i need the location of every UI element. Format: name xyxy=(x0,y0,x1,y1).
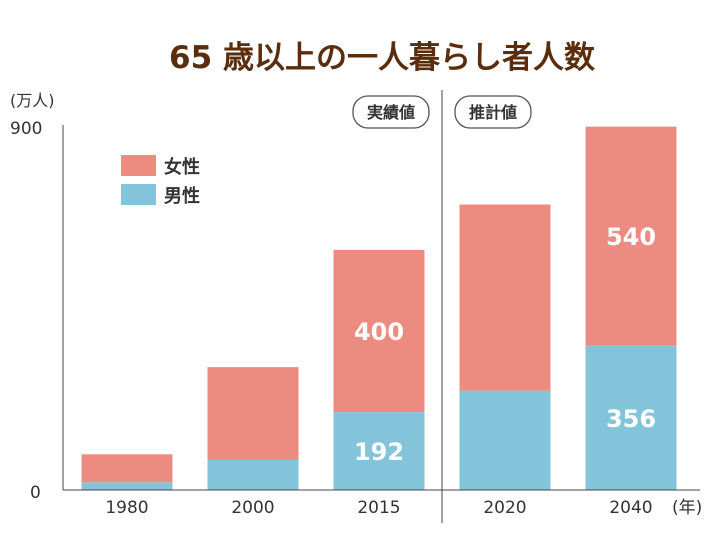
data-label-male-2015: 192 xyxy=(354,438,404,466)
bar-male-2040 xyxy=(585,345,677,490)
bar-male-2015 xyxy=(333,412,425,490)
x-tick-2020: 2020 xyxy=(483,498,526,518)
bar-female-1980 xyxy=(81,454,173,483)
bar-female-2000 xyxy=(207,367,299,460)
bar-female-2015 xyxy=(333,249,425,413)
section-label-estimate: 推計値 xyxy=(469,103,517,122)
section-pill-actual xyxy=(352,95,430,129)
section-pill-estimate xyxy=(454,95,532,129)
x-tick-2000: 2000 xyxy=(231,498,274,518)
section-label-actual: 実績値 xyxy=(367,103,415,122)
y-axis-unit: (万人) xyxy=(10,91,55,110)
chart-title: 65 歳以上の一人暮らし者人数 xyxy=(169,40,595,76)
section-labels: 実績値 推計値 xyxy=(352,95,532,129)
y-tick-max: 900 xyxy=(10,119,42,139)
x-axis-unit: (年) xyxy=(672,498,702,518)
bar-female-2040 xyxy=(585,126,677,346)
bar-female-2020 xyxy=(459,204,551,391)
legend-swatch-female xyxy=(121,155,156,176)
data-label-female-2015: 400 xyxy=(354,318,404,346)
bar-male-1980 xyxy=(81,482,173,490)
x-tick-labels: 1980 2000 2015 2020 2040 xyxy=(105,498,652,518)
x-tick-1980: 1980 xyxy=(105,498,148,518)
bar-male-2000 xyxy=(207,459,299,490)
x-tick-2015: 2015 xyxy=(357,498,400,518)
data-label-male-2040: 356 xyxy=(606,405,656,433)
bar-male-2020 xyxy=(459,390,551,490)
legend-label-male: 男性 xyxy=(164,185,200,207)
y-tick-zero: 0 xyxy=(30,483,41,503)
legend-swatch-male xyxy=(121,184,156,205)
legend-label-female: 女性 xyxy=(164,156,200,178)
bars: 192 400 356 540 xyxy=(81,126,677,490)
x-tick-2040: 2040 xyxy=(609,498,652,518)
data-label-female-2040: 540 xyxy=(606,223,656,251)
